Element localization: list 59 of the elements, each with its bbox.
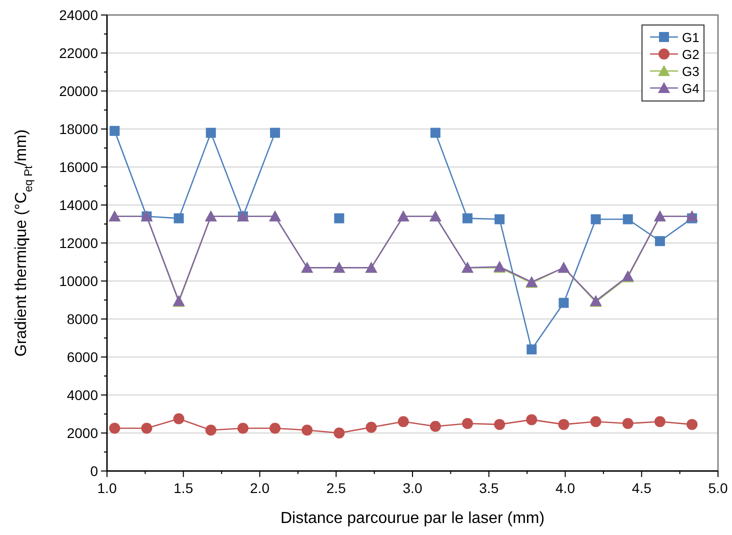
point <box>526 344 537 354</box>
y-tick-label: 2000 <box>66 425 98 441</box>
y-tick-label: 12000 <box>59 235 98 251</box>
y-tick-label: 4000 <box>66 387 98 403</box>
point <box>334 428 345 438</box>
point <box>174 213 184 224</box>
legend-label: G1 <box>682 30 700 45</box>
legend-label: G3 <box>682 64 700 79</box>
point <box>173 413 184 424</box>
point <box>590 416 602 428</box>
x-tick-label: 1.0 <box>97 480 117 496</box>
point <box>686 418 698 430</box>
point <box>366 422 377 433</box>
y-tick-label: 20000 <box>59 83 98 99</box>
point <box>334 213 344 224</box>
y-tick-label: 18000 <box>59 121 98 137</box>
y-tick-label: 14000 <box>59 197 98 213</box>
point <box>558 418 570 430</box>
point <box>622 214 633 224</box>
point <box>654 236 665 246</box>
point <box>558 298 569 308</box>
point <box>462 418 473 429</box>
y-tick-label: 24000 <box>59 7 98 23</box>
point <box>205 424 216 436</box>
x-tick-label: 2.5 <box>326 480 346 496</box>
point <box>494 418 506 430</box>
x-tick-label: 2.0 <box>250 480 270 496</box>
x-tick-label: 4.0 <box>556 480 576 496</box>
y-tick-label: 8000 <box>66 311 98 327</box>
y-tick-label: 22000 <box>59 45 98 61</box>
point <box>237 422 248 434</box>
point <box>654 416 666 428</box>
y-tick-label: 0 <box>90 463 98 479</box>
point <box>206 128 216 138</box>
x-tick-label: 3.0 <box>402 480 422 496</box>
y-tick-label: 16000 <box>59 159 98 175</box>
x-tick-label: 1.5 <box>174 480 194 496</box>
point <box>494 214 505 224</box>
x-tick-label: 3.5 <box>479 480 499 496</box>
point <box>109 422 120 434</box>
point <box>270 128 280 138</box>
point <box>141 422 152 434</box>
legend-label: G2 <box>682 47 700 62</box>
point <box>110 126 120 136</box>
point <box>302 424 313 436</box>
point <box>590 214 601 224</box>
point <box>430 420 441 432</box>
point <box>526 414 538 426</box>
x-tick-label: 4.5 <box>632 480 652 496</box>
point <box>622 418 634 429</box>
point <box>398 416 409 428</box>
point <box>430 128 440 138</box>
point <box>462 213 472 224</box>
y-tick-label: 6000 <box>66 349 98 365</box>
x-axis-title: Distance parcourue par le laser (mm) <box>280 510 545 527</box>
point <box>270 422 281 434</box>
x-tick-label: 5.0 <box>708 480 728 496</box>
y-tick-label: 10000 <box>59 273 98 289</box>
legend-label: G4 <box>682 81 700 96</box>
